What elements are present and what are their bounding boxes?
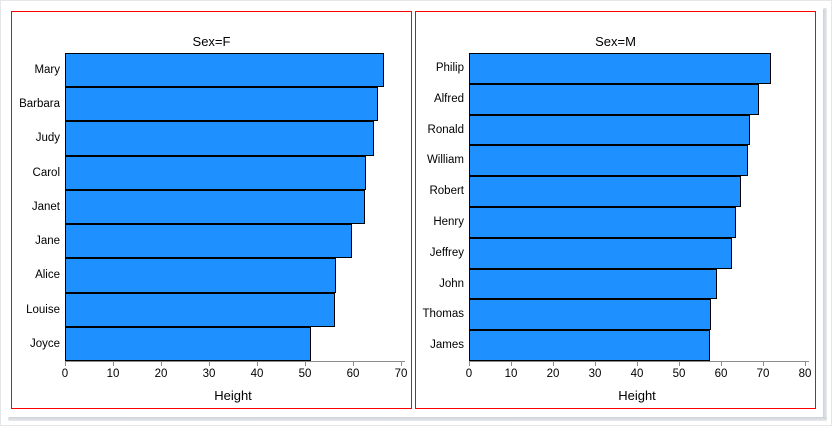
x-axis-tick [637,362,638,366]
x-axis-line [469,361,809,362]
chart-panel-sex-f: Sex=F Height Mary Barbara Judy Carol Janet Ja… [11,11,412,409]
category-label-henry: Henry [433,216,464,228]
category-label-alice: Alice [35,269,60,282]
x-axis-tick-label: 70 [756,368,770,380]
x-axis-tick [305,362,306,366]
bar-jeffrey [469,237,732,269]
x-axis-line [65,361,405,362]
category-label-robert: Robert [429,185,464,198]
x-axis-tick-label: 30 [202,368,216,380]
x-axis-tick-label: 0 [61,368,69,380]
x-axis-tick [353,362,354,366]
x-axis-tick-label: 10 [504,368,518,380]
bar-robert [469,176,742,207]
x-axis-tick [401,362,402,366]
x-axis-tick [209,362,210,366]
bar-henry [469,207,736,238]
category-label-jane: Jane [35,235,60,248]
category-label-barbara: Barbara [19,98,60,111]
x-axis-tick-label: 60 [346,368,360,380]
bar-judy [65,121,374,156]
x-axis-tick-label: 70 [394,368,408,380]
category-label-louise: Louise [26,303,60,316]
category-label-william: William [426,154,464,167]
x-axis-tick-label: 10 [106,368,120,380]
x-axis-tick-label: 60 [714,368,728,380]
x-axis-tick-label: 40 [250,368,264,380]
category-label-joyce: Joyce [29,337,60,350]
frame-bevel-shadow-right [823,8,827,421]
category-label-carol: Carol [32,166,60,179]
bar-alfred [469,83,759,115]
x-axis-tick [553,362,554,366]
x-axis-tick [595,362,596,366]
x-axis-tick-label: 0 [465,368,473,380]
x-axis-tick [763,362,764,366]
plot-area [469,53,805,361]
chart-title: Sex=M [595,34,636,49]
bar-mary [65,53,385,88]
bar-john [469,268,717,300]
category-label-judy: Judy [35,132,60,145]
category-label-philip: Philip [435,62,464,74]
category-label-james: James [430,339,464,352]
frame-bevel-shadow-bottom [8,417,827,421]
x-axis-label: Height [214,388,252,403]
bar-william [469,145,749,177]
x-axis-tick [113,362,114,366]
bar-ronald [469,114,751,146]
bar-joyce [65,326,312,361]
category-label-mary: Mary [34,64,60,76]
bar-carol [65,155,367,190]
x-axis-tick-label: 20 [546,368,560,380]
bar-alice [65,258,337,293]
x-axis-tick-label: 50 [672,368,686,380]
x-axis-tick-label: 30 [588,368,602,380]
x-axis-tick-label: 40 [630,368,644,380]
category-label-john: John [439,277,464,290]
x-axis-tick [469,362,470,366]
x-axis-tick-label: 80 [798,368,812,380]
x-axis-tick [721,362,722,366]
x-axis-label: Height [618,388,656,403]
plot-area [65,53,401,361]
x-axis-tick [65,362,66,366]
bar-louise [65,292,336,327]
category-label-thomas: Thomas [422,308,464,321]
category-label-janet: Janet [31,200,60,213]
chart-panel-sex-m: Sex=M Height Philip Alfred Ronald William Ro… [415,11,816,409]
chart-title: Sex=F [192,34,231,49]
x-axis-tick-label: 50 [298,368,312,380]
x-axis-tick-label: 20 [154,368,168,380]
bar-jane [65,224,353,259]
bar-barbara [65,87,379,122]
x-axis-tick [805,362,806,366]
x-axis-tick [511,362,512,366]
x-axis-tick [161,362,162,366]
category-label-jeffrey: Jeffrey [429,246,464,259]
bar-thomas [469,299,711,331]
bar-james [469,330,710,361]
x-axis-tick [257,362,258,366]
bar-janet [65,189,365,225]
bar-philip [469,53,772,84]
category-label-ronald: Ronald [427,123,464,136]
x-axis-tick [679,362,680,366]
category-label-alfred: Alfred [433,92,464,105]
